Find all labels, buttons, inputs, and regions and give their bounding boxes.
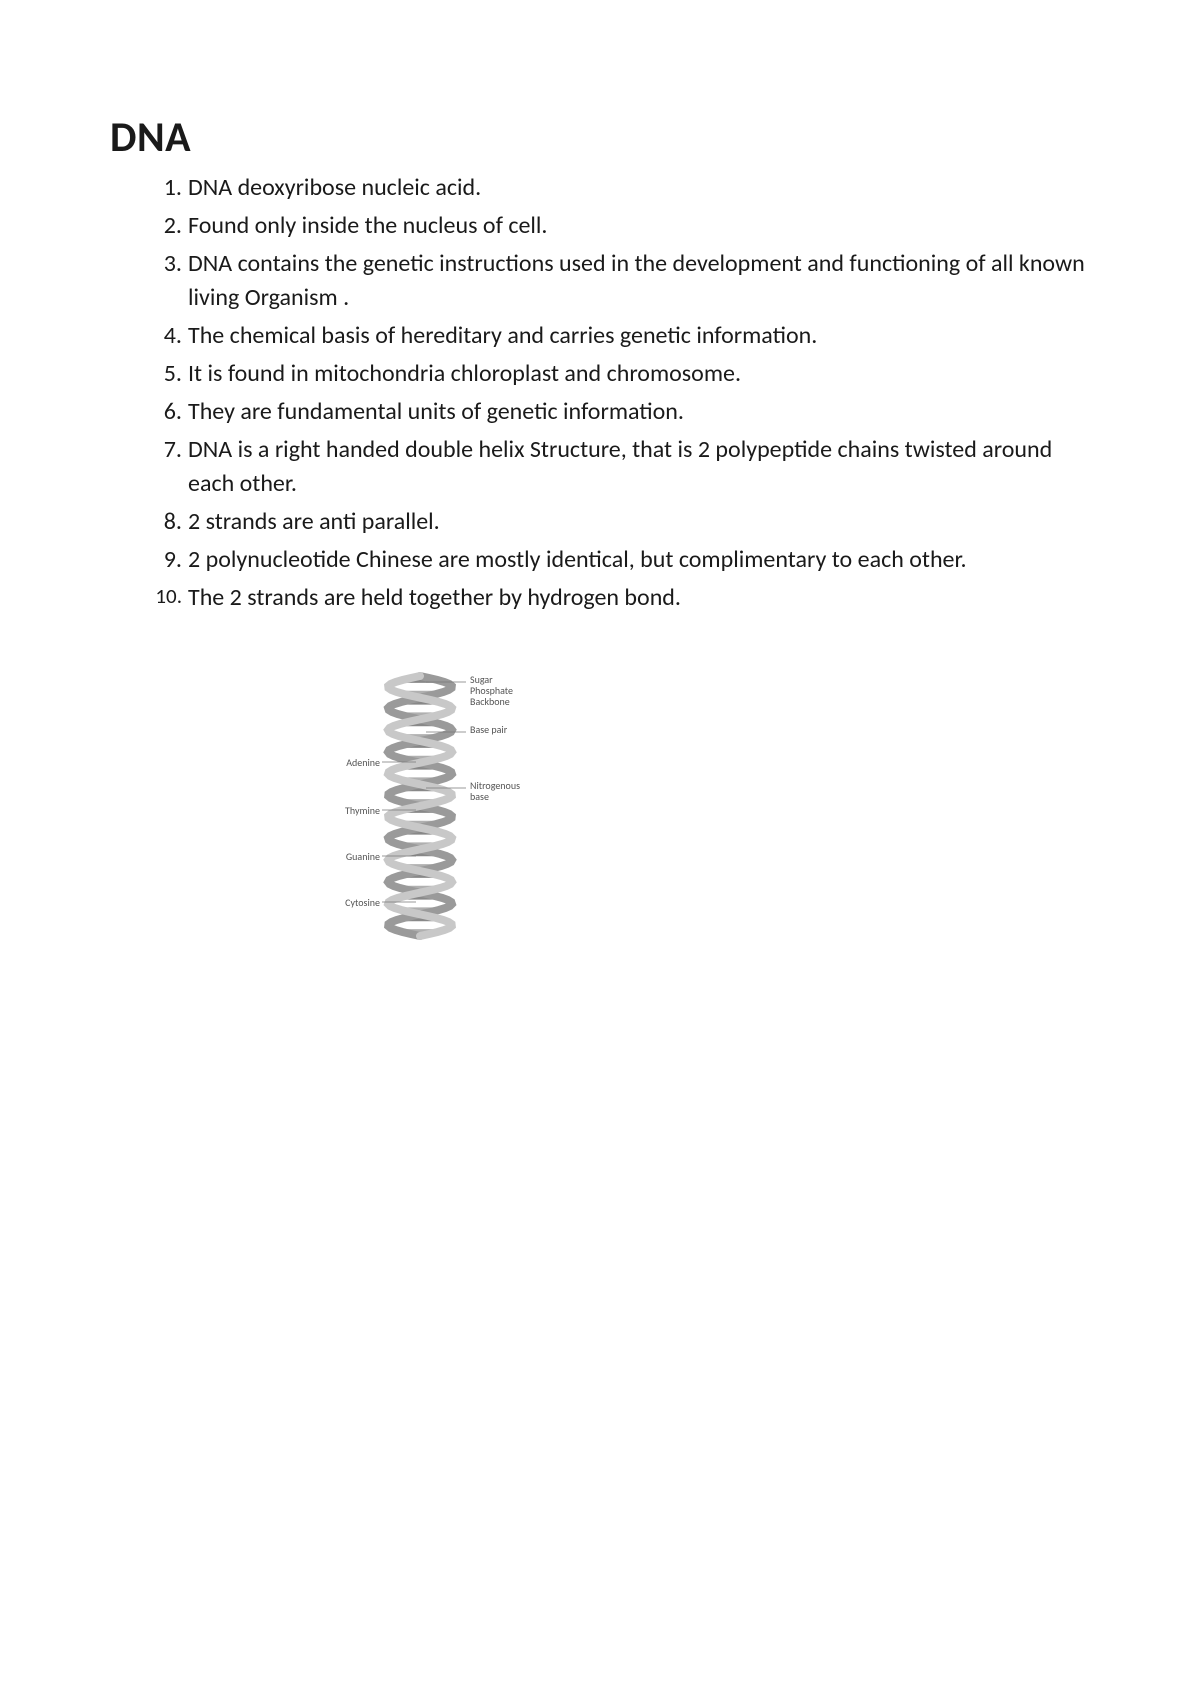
list-number: 2. [142, 209, 182, 244]
list-item: 7.DNA is a right handed double helix Str… [156, 433, 1090, 503]
list-text: The 2 strands are held together by hydro… [188, 583, 681, 612]
dna-diagram: Adenine Thymine Guanine Cytosine SugarPhosph… [260, 666, 640, 966]
list-text: 2 strands are anti parallel. [188, 507, 440, 536]
diagram-label: Cytosine [345, 897, 380, 908]
list-item: 10.The 2 strands are held together by hy… [156, 581, 1090, 616]
list-item: 3.DNA contains the genetic instructions … [156, 247, 1090, 317]
list-text: DNA is a right handed double helix Struc… [188, 435, 1052, 499]
list-item: 8.2 strands are anti parallel. [156, 505, 1090, 540]
list-item: 1.DNA deoxyribose nucleic acid. [156, 171, 1090, 206]
page-title: DNA [110, 112, 1090, 163]
diagram-label: Thymine [345, 805, 380, 816]
list-number: 4. [142, 319, 182, 354]
list-item: 4.The chemical basis of hereditary and c… [156, 319, 1090, 354]
list-item: 6.They are fundamental units of genetic … [156, 395, 1090, 430]
list-item: 5.It is found in mitochondria chloroplas… [156, 357, 1090, 392]
list-text: They are fundamental units of genetic in… [188, 397, 684, 426]
list-text: The chemical basis of hereditary and car… [188, 321, 817, 350]
diagram-label: Nitrogenousbase [470, 780, 520, 802]
diagram-label: Base pair [470, 724, 507, 735]
list-item: 2.Found only inside the nucleus of cell. [156, 209, 1090, 244]
diagram-label: SugarPhosphateBackbone [470, 674, 513, 707]
diagram-label: Adenine [346, 757, 380, 768]
list-number: 7. [142, 433, 182, 468]
list-number: 9. [142, 543, 182, 578]
list-number: 8. [142, 505, 182, 540]
list-number: 5. [142, 357, 182, 392]
list-text: DNA contains the genetic instructions us… [188, 249, 1085, 313]
list-item: 9.2 polynucleotide Chinese are mostly id… [156, 543, 1090, 578]
list-text: 2 polynucleotide Chinese are mostly iden… [188, 545, 967, 574]
list-number: 3. [142, 247, 182, 282]
list-text: DNA deoxyribose nucleic acid. [188, 173, 481, 202]
list-text: Found only inside the nucleus of cell. [188, 211, 547, 240]
dna-points-list: 1.DNA deoxyribose nucleic acid.2.Found o… [110, 171, 1090, 616]
list-number: 10. [138, 581, 182, 611]
diagram-label: Guanine [346, 851, 380, 862]
list-text: It is found in mitochondria chloroplast … [188, 359, 741, 388]
dna-helix-svg [260, 666, 640, 956]
list-number: 1. [142, 171, 182, 206]
list-number: 6. [142, 395, 182, 430]
